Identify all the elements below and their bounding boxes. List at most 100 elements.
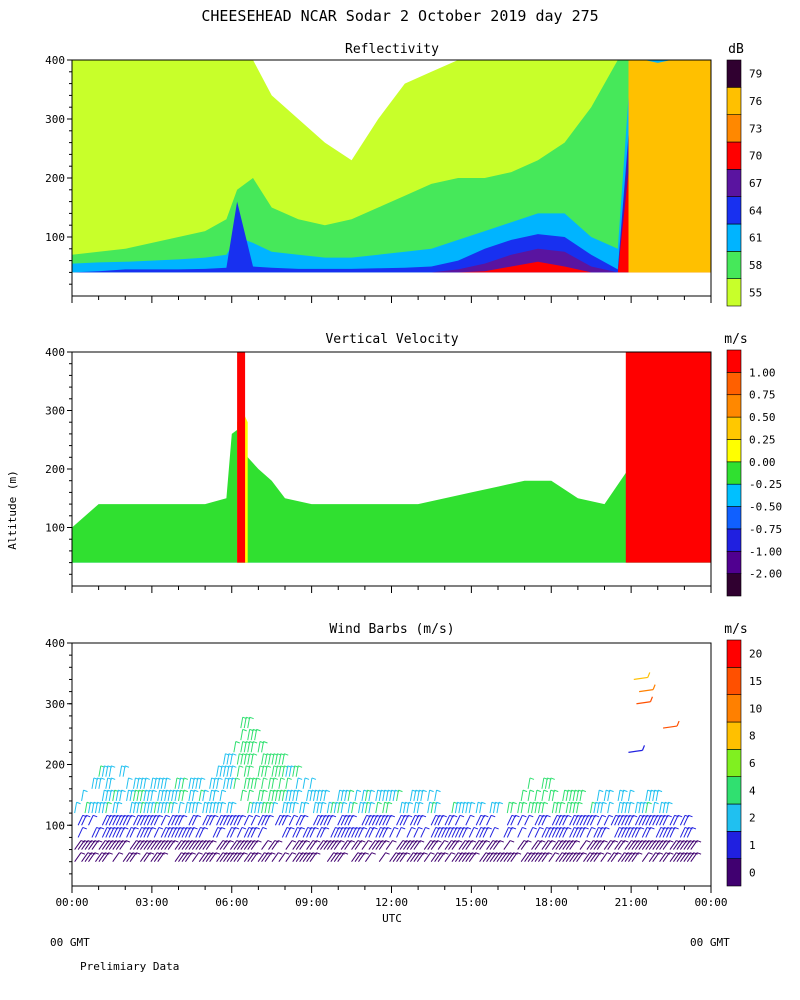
wind-barb: [641, 840, 653, 850]
wind-barb: [562, 840, 574, 850]
wind-barb: [686, 826, 697, 838]
wind-barb: [230, 852, 241, 862]
wind-barb: [295, 765, 303, 777]
wind-barb: [621, 852, 633, 862]
wind-barb: [285, 852, 297, 862]
colorbar-label: 67: [749, 177, 762, 190]
wind-barb: [129, 826, 139, 838]
wind-barb: [101, 852, 113, 862]
wind-barb: [281, 753, 289, 765]
wind-barb: [437, 814, 447, 826]
wind-barb: [679, 840, 691, 850]
wind-barb: [205, 840, 217, 850]
wind-barb: [576, 852, 588, 862]
wind-barb: [406, 840, 418, 850]
wind-barb: [157, 840, 169, 850]
wind-barb: [596, 814, 607, 826]
wind-barb: [628, 840, 639, 850]
wind-barb: [185, 840, 196, 850]
wind-barb: [129, 852, 141, 862]
wind-barb: [319, 826, 330, 838]
wind-barb: [562, 852, 574, 862]
wind-barb: [541, 814, 551, 826]
wind-barb: [673, 840, 684, 850]
wind-barb: [634, 826, 645, 838]
wind-barb: [181, 840, 193, 850]
wind-barb: [302, 777, 310, 789]
wind-barb: [648, 840, 660, 850]
wind-barb: [216, 852, 228, 862]
wind-barb: [423, 852, 435, 862]
wind-barb: [81, 840, 93, 850]
wind-barb: [202, 789, 209, 802]
wind-barb: [140, 852, 151, 862]
wind-barb: [115, 840, 127, 850]
wind-barb: [479, 814, 489, 826]
colorbar-swatch: [726, 749, 742, 777]
wind-barb: [683, 852, 695, 862]
wind-barb: [479, 840, 491, 850]
wind-barb: [527, 777, 535, 789]
wind-barb: [510, 852, 522, 862]
vertical-velocity-plot: [72, 352, 711, 563]
wind-barb: [586, 840, 598, 850]
wind-barbs-axes: 100 200 300 400: [45, 637, 712, 893]
wind-barb: [451, 840, 463, 850]
wind-barb: [271, 801, 279, 814]
wind-barb: [88, 852, 99, 862]
wind-barb: [261, 741, 268, 753]
wind-barb: [257, 826, 267, 838]
wind-barb: [219, 789, 227, 802]
contour-layer-0.00: [72, 398, 711, 563]
colorbar-label: 58: [749, 259, 762, 272]
colorbar-swatch: [726, 694, 742, 723]
wind-barb: [458, 852, 470, 862]
wind-barb: [454, 814, 465, 826]
wind-barbs-colorbar: 0 1 2 4 6 8 10 15 20: [726, 639, 762, 887]
colorbar-swatch: [726, 461, 742, 485]
colorbar-swatch: [726, 858, 742, 887]
wind-barb: [268, 840, 279, 850]
wind-barb: [527, 789, 535, 802]
wind-barb: [569, 840, 581, 850]
wind-barb: [448, 814, 458, 826]
wind-barb: [548, 852, 560, 862]
colorbar-swatch: [726, 550, 742, 574]
colorbar-label: -0.25: [749, 478, 782, 491]
wind-barb: [520, 840, 532, 850]
wind-barb: [326, 852, 338, 862]
wind-barb: [375, 840, 387, 850]
colorbar-label: 0.00: [749, 456, 776, 469]
wind-barb: [358, 826, 368, 838]
wind-barb: [250, 840, 262, 850]
wind-barb: [541, 801, 549, 814]
wind-barb: [448, 840, 459, 850]
wind-barb: [288, 814, 299, 826]
wind-barb: [112, 840, 124, 850]
colorbar-label: 73: [749, 122, 762, 135]
wind-barb: [607, 801, 614, 814]
wind-barb: [364, 852, 376, 862]
wind-barb: [454, 852, 466, 862]
colorbar-label: 20: [749, 648, 762, 661]
wind-barb: [219, 801, 227, 814]
wind-barb: [292, 852, 304, 862]
wind-barb: [247, 789, 254, 802]
wind-barb: [434, 852, 446, 862]
wind-barb: [472, 840, 484, 850]
wind-barb: [589, 814, 600, 826]
wind-barb: [430, 852, 442, 862]
wind-barb: [593, 852, 605, 862]
wind-barb: [686, 840, 698, 850]
wind-barb: [385, 814, 395, 826]
wind-barb: [690, 840, 702, 850]
colorbar-swatch: [726, 223, 742, 252]
wind-barb: [631, 852, 643, 862]
wind-barb: [188, 826, 198, 838]
wind-barb: [295, 826, 306, 838]
wind-barb: [451, 852, 463, 862]
wind-barb: [264, 852, 276, 862]
wind-barb: [396, 789, 403, 802]
wind-barb: [358, 852, 369, 862]
wind-barb: [662, 814, 672, 826]
